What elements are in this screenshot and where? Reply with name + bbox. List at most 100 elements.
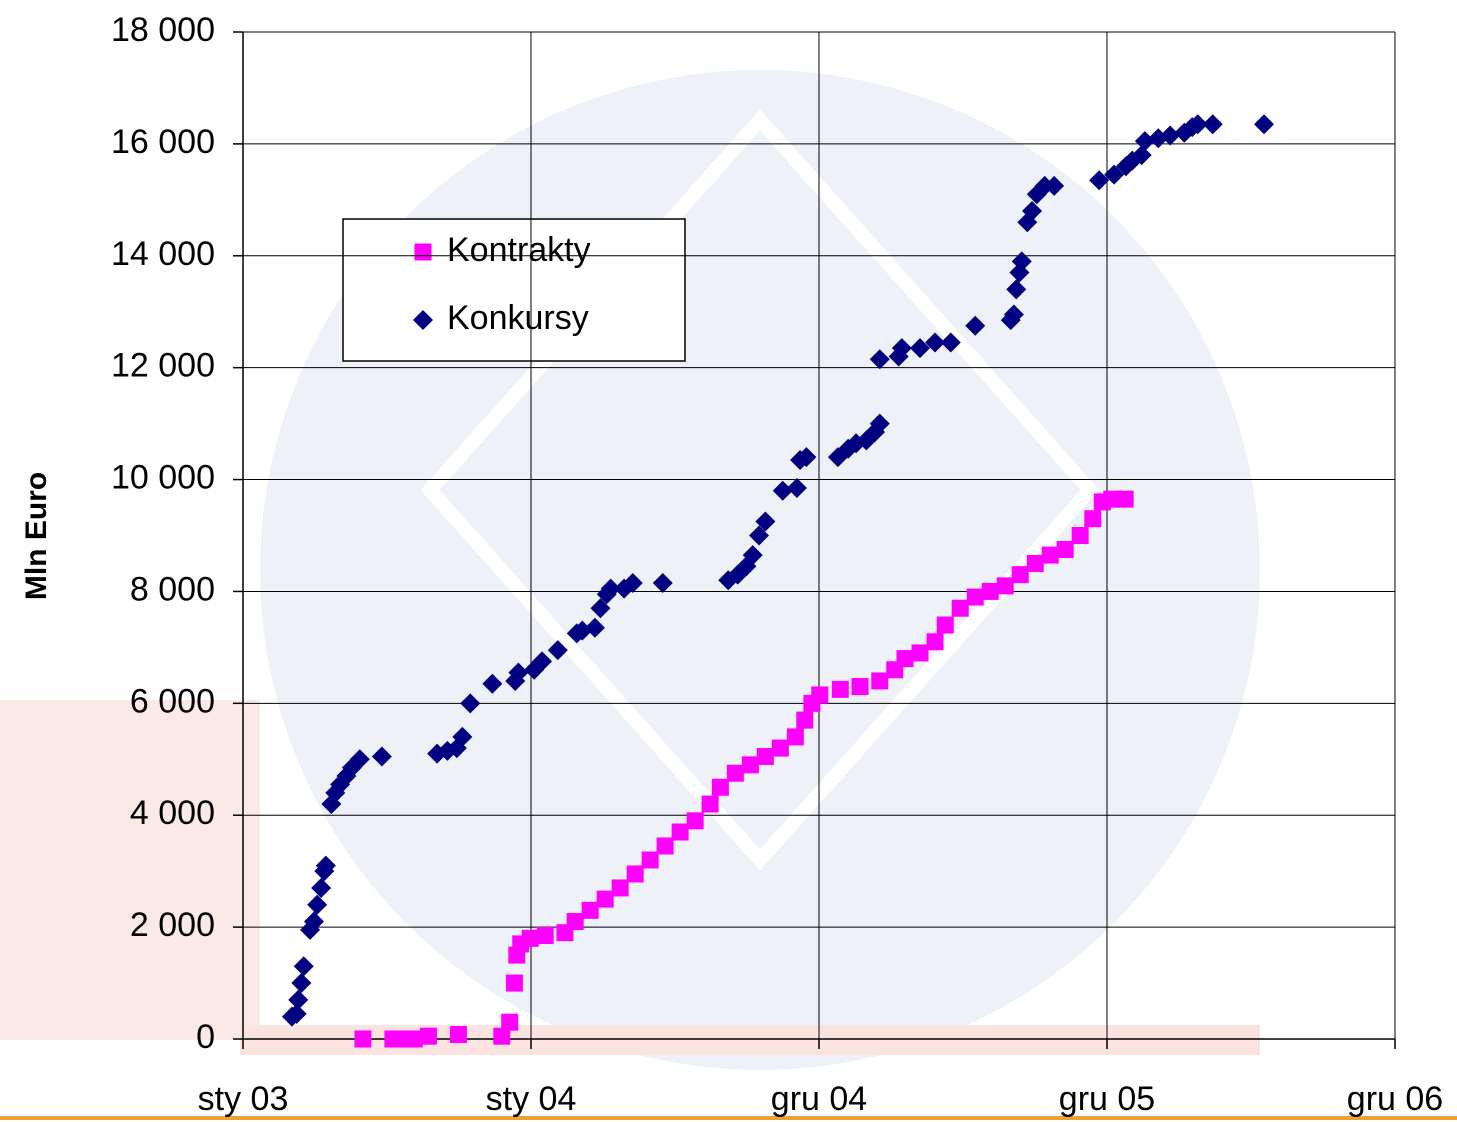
point bbox=[600, 578, 621, 599]
point bbox=[311, 877, 332, 898]
point bbox=[656, 837, 674, 855]
point bbox=[547, 640, 568, 661]
point bbox=[896, 650, 914, 668]
point bbox=[584, 617, 605, 638]
y-tick-label: 0 bbox=[196, 1018, 215, 1056]
point bbox=[286, 1003, 307, 1024]
x-tick-label: gru 04 bbox=[771, 1080, 867, 1118]
point bbox=[1011, 566, 1029, 584]
point bbox=[965, 315, 986, 336]
point bbox=[1071, 527, 1089, 544]
x-tick-label: sty 03 bbox=[198, 1080, 289, 1118]
point bbox=[755, 511, 776, 532]
y-tick-label: 16 000 bbox=[111, 123, 215, 161]
point bbox=[532, 651, 553, 672]
x-tick-label: sty 04 bbox=[486, 1080, 577, 1118]
point bbox=[1044, 175, 1065, 196]
point bbox=[851, 678, 869, 696]
point bbox=[909, 338, 930, 359]
point bbox=[741, 756, 759, 774]
point bbox=[419, 1027, 437, 1045]
point bbox=[869, 349, 890, 370]
point bbox=[1202, 114, 1223, 135]
point bbox=[449, 1026, 467, 1044]
point bbox=[771, 739, 789, 757]
point bbox=[1089, 170, 1110, 191]
point bbox=[1103, 490, 1121, 508]
legend-label: Konkursy bbox=[447, 299, 589, 337]
point bbox=[686, 812, 704, 830]
point bbox=[1104, 164, 1125, 185]
point bbox=[749, 525, 770, 546]
point bbox=[482, 673, 503, 694]
legend-label: Kontrakty bbox=[447, 231, 591, 269]
point bbox=[521, 929, 539, 947]
x-tick-label: gru 06 bbox=[1347, 1080, 1443, 1118]
y-tick-label: 4 000 bbox=[130, 794, 215, 832]
y-axis-title: Mln Euro bbox=[20, 472, 53, 600]
y-tick-label: 10 000 bbox=[111, 459, 215, 497]
point bbox=[1134, 131, 1155, 152]
point bbox=[652, 573, 673, 594]
point bbox=[508, 662, 529, 683]
point bbox=[460, 693, 481, 714]
point bbox=[626, 865, 644, 883]
legend-marker bbox=[413, 310, 433, 330]
point bbox=[536, 927, 554, 945]
point bbox=[786, 477, 807, 498]
point bbox=[293, 956, 314, 977]
y-tick-label: 6 000 bbox=[130, 682, 215, 720]
point bbox=[701, 795, 719, 813]
point bbox=[1006, 279, 1027, 300]
point bbox=[452, 726, 473, 747]
x-tick-label: gru 05 bbox=[1059, 1080, 1155, 1118]
point bbox=[501, 1013, 519, 1031]
y-tick-label: 12 000 bbox=[111, 347, 215, 385]
point bbox=[1084, 510, 1102, 528]
y-tick-label: 18 000 bbox=[111, 11, 215, 49]
point bbox=[349, 749, 370, 770]
point bbox=[911, 644, 929, 662]
point bbox=[924, 332, 945, 353]
point bbox=[726, 764, 744, 782]
point bbox=[1116, 490, 1134, 508]
point bbox=[641, 851, 659, 869]
point bbox=[742, 545, 763, 566]
point bbox=[1022, 201, 1043, 222]
point bbox=[1131, 145, 1152, 166]
legend: Kontrakty Konkursy bbox=[342, 218, 686, 362]
point bbox=[711, 778, 729, 796]
point bbox=[307, 894, 328, 915]
point bbox=[831, 680, 849, 698]
point bbox=[871, 672, 889, 690]
y-tick-label: 2 000 bbox=[130, 906, 215, 944]
point bbox=[756, 747, 774, 765]
point bbox=[354, 1030, 372, 1048]
point bbox=[1003, 304, 1024, 325]
point bbox=[671, 823, 689, 841]
point bbox=[1056, 540, 1074, 558]
point bbox=[1254, 114, 1275, 135]
point bbox=[786, 728, 804, 746]
point bbox=[869, 413, 890, 434]
point bbox=[891, 338, 912, 359]
point bbox=[611, 879, 629, 897]
point bbox=[796, 447, 817, 468]
point bbox=[1011, 251, 1032, 272]
point bbox=[811, 686, 829, 704]
point bbox=[288, 989, 309, 1010]
point bbox=[590, 598, 611, 619]
point bbox=[505, 974, 523, 992]
point bbox=[371, 746, 392, 767]
point bbox=[1160, 125, 1181, 146]
point bbox=[926, 633, 944, 651]
point bbox=[796, 711, 814, 729]
y-tick-label: 14 000 bbox=[111, 235, 215, 273]
point bbox=[1187, 114, 1208, 135]
point bbox=[981, 582, 999, 600]
point bbox=[291, 973, 312, 994]
point bbox=[772, 480, 793, 501]
point bbox=[1026, 554, 1044, 572]
